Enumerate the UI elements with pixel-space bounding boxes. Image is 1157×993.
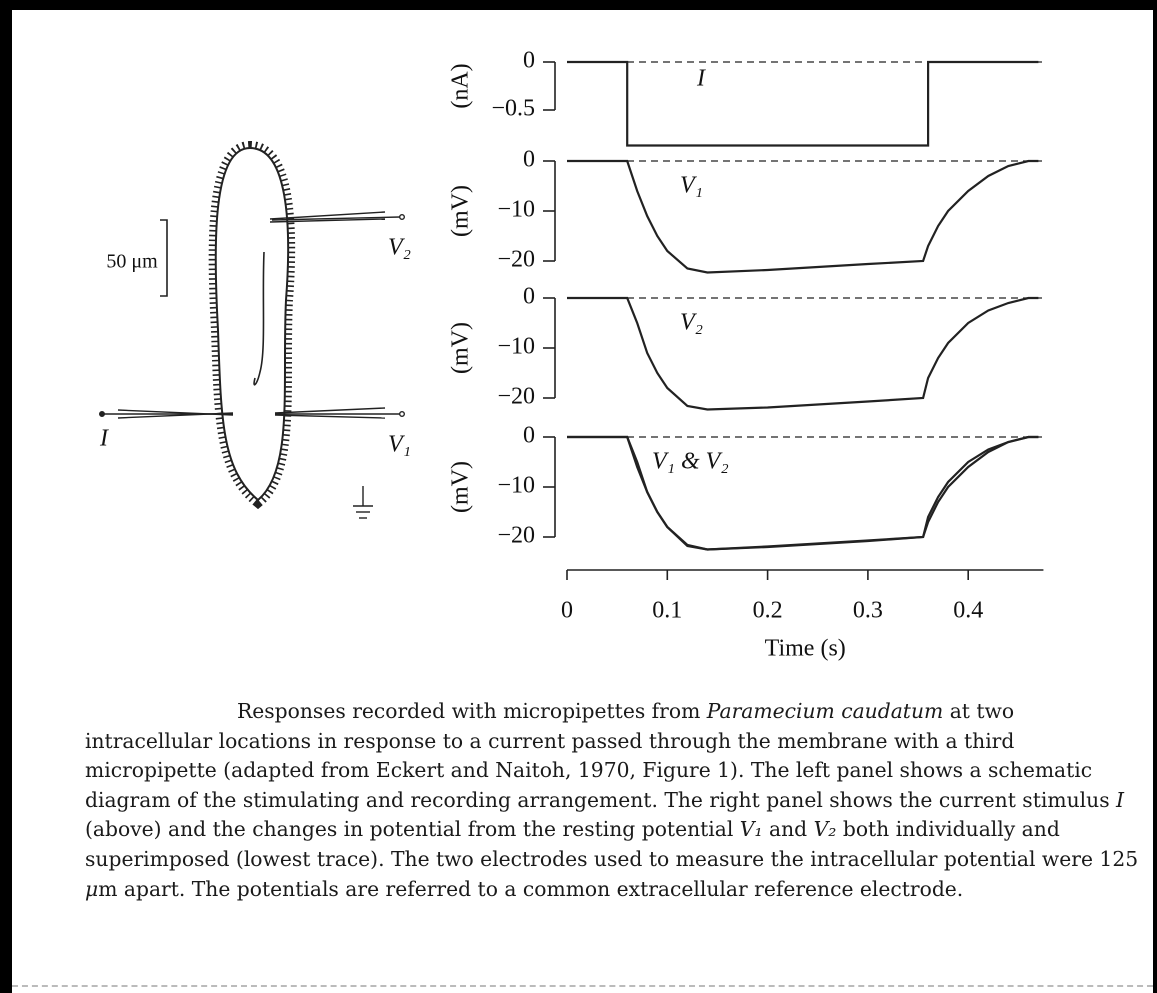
- x-axis-label: Time (s): [765, 636, 846, 662]
- trace: [567, 435, 1039, 551]
- y-axis-label: (nA): [448, 63, 474, 108]
- electrode-i: [98, 409, 234, 419]
- electrode-label: V₁: [388, 432, 411, 458]
- electrode-v1: [274, 407, 406, 419]
- electrode-label: V₂: [388, 235, 411, 261]
- trace: [567, 296, 1039, 411]
- electrode-v2: [269, 211, 406, 223]
- x-tick-label: 0.4: [953, 598, 983, 624]
- y-tick-label: 0: [523, 147, 535, 173]
- caption-text: Paramecium caudatum: [706, 699, 944, 723]
- x-tick-label: 0.1: [652, 598, 682, 624]
- x-tick-label: 0: [561, 598, 573, 624]
- y-tick-label: −20: [497, 247, 535, 273]
- trace-label: V₁ & V₂: [652, 449, 729, 475]
- trace: [567, 60, 1039, 147]
- caption-text: V₂: [813, 817, 837, 842]
- caption-text: Responses recorded with micropipettes fr…: [237, 699, 707, 723]
- y-tick-label: −10: [497, 197, 535, 223]
- ground-symbol: [353, 486, 373, 519]
- y-tick-label: −20: [497, 384, 535, 410]
- trace: [567, 159, 1039, 274]
- charts: 0 −0.5 (nA) I 0 −10 −20 (mV) V₁ 0 −10 −20 (mV) V₂ 0 −10…: [448, 48, 1044, 662]
- trace: [567, 435, 1039, 551]
- trace-label: V₂: [680, 310, 703, 336]
- x-tick-label: 0.3: [853, 598, 883, 624]
- caption-text: both individually and superimposed (lowe…: [85, 817, 1139, 871]
- trace-label: I: [696, 66, 706, 92]
- y-tick-label: −0.5: [491, 96, 535, 122]
- y-axis-label: (mV): [448, 322, 474, 374]
- x-tick-label: 0.2: [753, 598, 783, 624]
- y-tick-label: −20: [497, 523, 535, 549]
- y-tick-label: −10: [497, 473, 535, 499]
- oral-groove: [253, 251, 265, 386]
- cell-body: [214, 146, 290, 502]
- bottom-rule: [12, 985, 1153, 987]
- caption-text: I: [1116, 787, 1125, 812]
- schematic: [98, 140, 406, 519]
- scale-label: 50 μm: [106, 251, 158, 273]
- y-axis-label: (mV): [448, 185, 474, 237]
- y-axis-label: (mV): [448, 461, 474, 513]
- y-tick-label: 0: [523, 48, 535, 74]
- caption-text: V₁: [739, 817, 763, 842]
- caption-text: at two intracellular locations in respon…: [85, 699, 1117, 812]
- figure: 50 μm V₂ I V₁ 0 −0.5 (nA) I 0 −10 −20 (mV) V₁ 0 −1…: [98, 48, 1044, 662]
- y-tick-label: −10: [497, 334, 535, 360]
- y-tick-label: 0: [523, 423, 535, 449]
- scale-bar: [160, 219, 168, 297]
- caption-text: m apart. The potentials are referred to …: [98, 876, 964, 901]
- caption-text: and: [762, 817, 814, 842]
- caption-text: (above) and the changes in potential fro…: [85, 817, 740, 842]
- y-tick-label: 0: [523, 284, 535, 310]
- caption: Responses recorded with micropipettes fr…: [85, 697, 1145, 904]
- electrode-label: I: [99, 426, 109, 452]
- caption-text: μ: [85, 876, 99, 901]
- trace-label: V₁: [680, 173, 703, 199]
